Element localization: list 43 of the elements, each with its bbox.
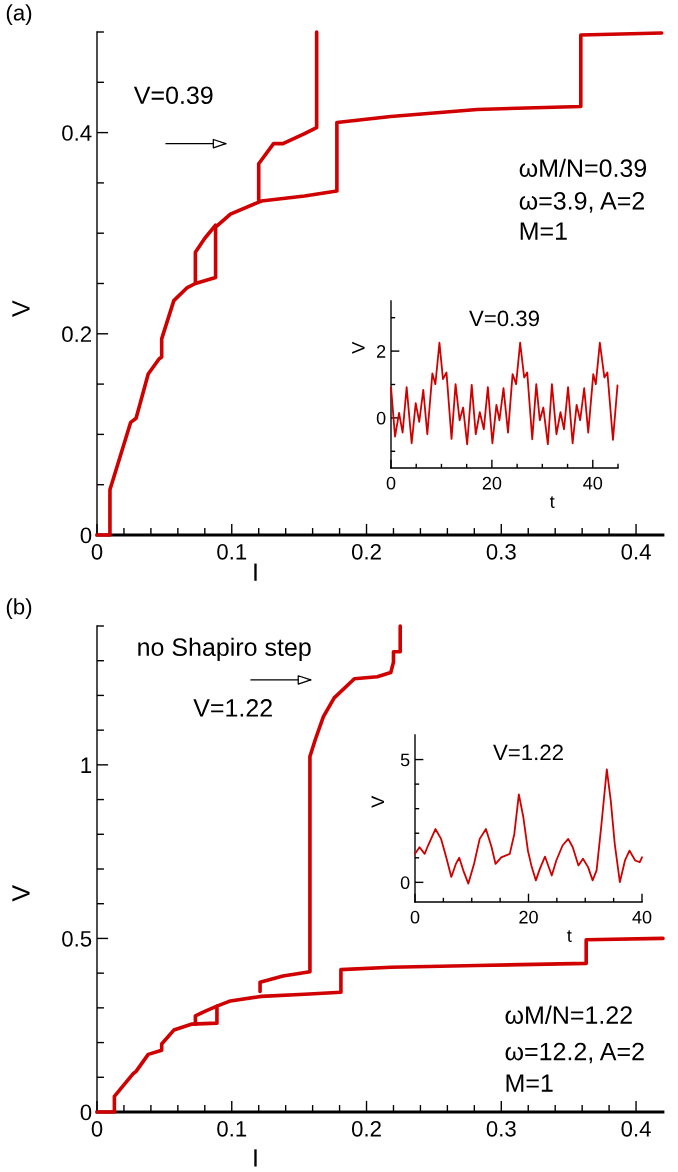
x-axis-title: I [254, 563, 257, 581]
chart-title: V=1.22 [493, 744, 563, 761]
y-axis-title: V [12, 885, 30, 902]
x-tick-label: 40 [583, 476, 603, 490]
x-tick-label: 0.1 [217, 1120, 247, 1137]
chart-title: (b) [6, 598, 32, 619]
x-tick-label: 0.3 [486, 543, 516, 560]
annotation: ω=12.2, A=2 [505, 1042, 644, 1064]
x-tick-label: 0 [91, 1120, 103, 1137]
x-tick-label: 0 [386, 476, 396, 490]
y-tick-label: 0.4 [62, 125, 92, 141]
y-axis-title: V [371, 795, 385, 808]
x-tick-label: 20 [482, 476, 502, 490]
x-tick-label: 0 [410, 910, 420, 924]
annotation: V=0.39 [133, 86, 213, 105]
y-axis-title: V [12, 300, 30, 317]
y-tick-label: 0.2 [62, 326, 92, 343]
x-tick-label: 0.3 [486, 1120, 516, 1137]
chart-title: V=0.39 [469, 310, 539, 327]
x-axis-title: t [567, 930, 572, 942]
y-tick-label: 0 [80, 527, 92, 544]
y-tick-label: 1 [81, 757, 92, 773]
annotation: no Shapiro step [138, 637, 311, 661]
annotation: M=1 [520, 222, 567, 240]
y-axis-title: V [352, 341, 365, 354]
x-tick-label: 20 [519, 910, 538, 924]
annotation: ω=3.9, A=2 [519, 192, 644, 213]
x-tick-label: 0.4 [621, 1120, 651, 1137]
x-tick-label: 40 [632, 910, 652, 924]
y-tick-label: 0.5 [62, 930, 92, 947]
x-axis-title: t [549, 496, 555, 508]
annotation: V=1.22 [193, 699, 272, 717]
annotation: M=1 [506, 1074, 553, 1092]
x-tick-label: 0 [91, 543, 103, 560]
annotation: ωM/N=1.22 [505, 1005, 632, 1024]
chart-title: (a) [6, 4, 32, 25]
x-axis-title: I [254, 1149, 257, 1167]
x-tick-label: 0.4 [621, 543, 651, 560]
y-tick-label: 5 [400, 753, 410, 767]
annotation: ωM/N=0.39 [519, 158, 647, 178]
y-tick-label: 0 [80, 1104, 92, 1121]
x-tick-label: 0.1 [217, 543, 247, 560]
y-tick-label: 2 [377, 345, 386, 358]
